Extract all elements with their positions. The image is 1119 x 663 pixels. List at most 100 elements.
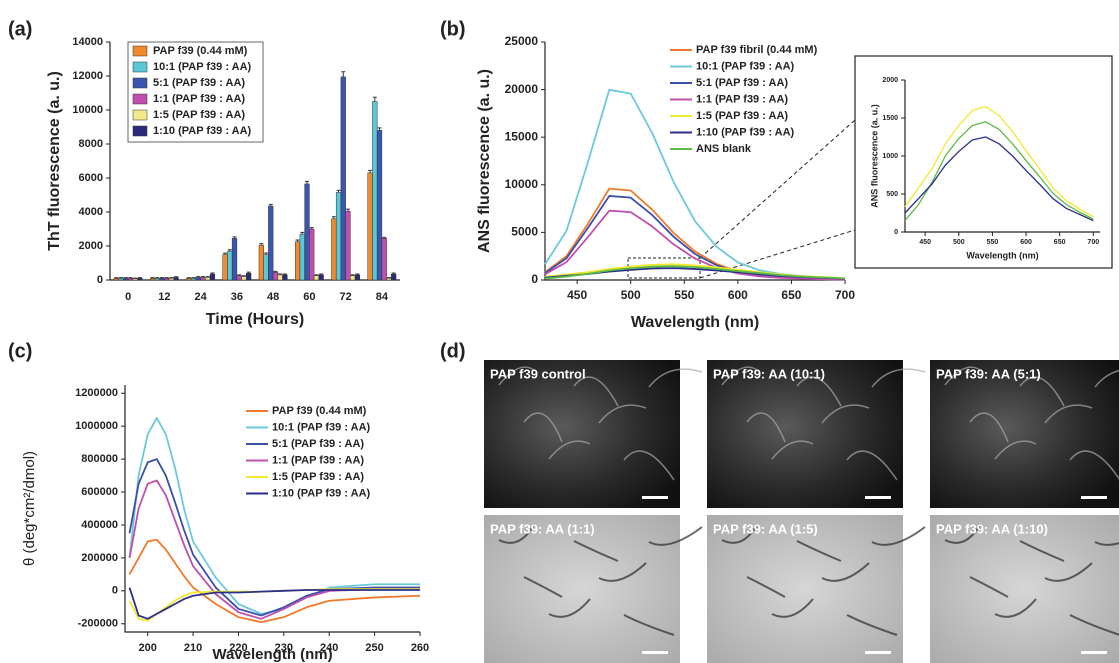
bar [236,275,242,281]
y-axis-title: ANS fluorescence (a. u.) [869,104,879,208]
error-bar [223,252,228,255]
bar [127,278,134,281]
fibril [648,526,703,546]
x-axis-title: Time (Hours) [206,311,304,328]
zoom-connector [699,229,856,279]
y-tick-label: 5000 [511,225,538,239]
x-tick-label: 550 [987,239,999,246]
scale-bar [642,651,668,654]
bar [231,238,238,281]
line-series [128,538,421,624]
error-bar [319,273,324,275]
fibril [1094,541,1119,546]
y-axis-title: ANS fluorescence (a. u.) [476,69,493,253]
legend-swatch [132,61,148,73]
fibril [573,540,619,562]
error-bar [200,276,205,278]
y-tick-label: 0 [97,274,103,286]
inset-frame [854,55,1113,269]
bar [205,277,211,281]
x-tick-label: 48 [267,291,279,303]
scale-bar [865,496,891,499]
error-bar [128,277,133,279]
bar [190,278,197,281]
bar [209,273,216,281]
bar [299,233,305,281]
micrograph-label: PAP f39 control [490,366,586,381]
y-tick-label: 6000 [79,172,103,184]
micrograph-label: PAP f39: AA (1:5) [713,521,818,536]
fibril [944,366,981,386]
legend-label: 5:1 (PAP f39 : AA) [696,77,788,89]
fibril [1019,376,1065,407]
line-series [544,209,846,281]
fibril [871,526,926,546]
bar [263,254,269,281]
fibril [994,440,1037,460]
x-tick-label: 12 [158,291,170,303]
line-series [904,136,1094,222]
bar [268,205,274,281]
fibril [548,440,591,460]
legend-label: 1:10 (PAP f39 : AA) [272,487,371,499]
panel-label: (b) [440,18,466,40]
y-tick-label: 4000 [79,206,103,218]
fibril [771,440,814,460]
y-tick-label: 500 [886,191,898,198]
fibril [994,598,1037,618]
fibril [1094,369,1119,388]
error-bar [191,277,196,279]
legend-label: PAP f39 fibril (0.44 mM) [696,44,818,56]
legend-label: 10:1 (PAP f39 : AA) [272,421,371,433]
legend-label: 1:5 (PAP f39 : AA) [272,471,364,483]
error-bar [368,169,373,173]
bar [294,241,301,281]
axis-line [124,385,420,633]
legend-label: 1:1 (PAP f39 : AA) [272,454,364,466]
legend-label: 1:5 (PAP f39 : AA) [696,110,788,122]
x-tick-label: 36 [231,291,243,303]
bar [309,228,315,281]
legend-label: 1:1 (PAP f39 : AA) [153,93,245,105]
y-tick-label: 0 [112,585,118,597]
fibril [573,376,619,407]
bar [340,76,346,281]
micrograph [707,360,903,508]
error-bar [341,71,346,77]
fibril [721,366,758,386]
y-tick-label: 1000000 [75,420,118,432]
bar [282,274,288,281]
line-series [904,105,1094,218]
bar [118,278,124,281]
bar [372,101,378,281]
bar [335,192,342,281]
fibril [821,404,870,424]
micrograph-label: PAP f39: AA (1:1) [490,521,595,536]
x-tick-label: 450 [567,288,587,302]
x-axis-title: Wavelength (nm) [966,250,1038,260]
error-bar [174,276,179,278]
x-tick-label: 72 [340,291,352,303]
bar [154,278,160,281]
bar [186,278,192,281]
x-tick-label: 210 [184,642,202,654]
error-bar [246,271,251,274]
error-bar [386,277,391,279]
error-bar [372,96,377,102]
fibril [1019,540,1065,562]
legend-label: 10:1 (PAP f39 : AA) [696,60,795,72]
error-bar [336,189,341,193]
x-tick-label: 230 [275,642,293,654]
error-bar [186,277,191,279]
scale-bar [1081,651,1107,654]
legend-label: 1:10 (PAP f39 : AA) [696,126,795,138]
bar [159,278,165,281]
y-tick-label: 8000 [79,138,103,150]
y-tick-label: 800000 [81,453,118,465]
error-bar [355,273,360,275]
bar [132,278,138,281]
x-tick-label: 250 [365,642,383,654]
error-bar [114,277,119,279]
x-tick-label: 260 [411,642,429,654]
